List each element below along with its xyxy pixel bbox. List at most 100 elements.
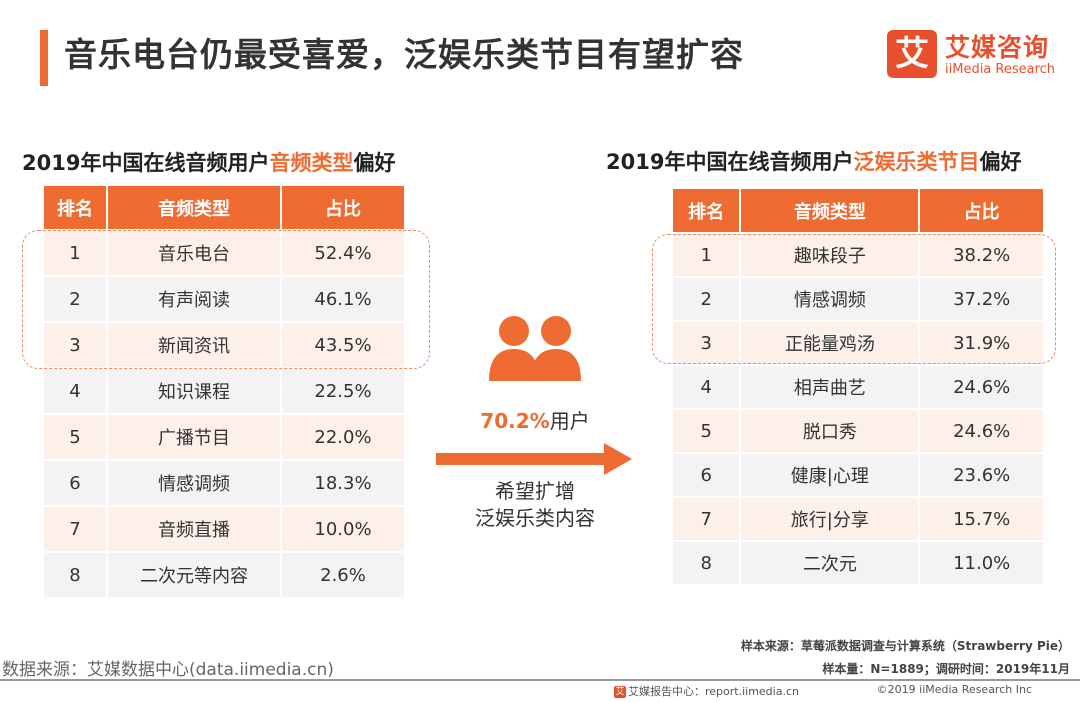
rank-cell: 6 (44, 461, 106, 505)
share-cell: 11.0% (920, 542, 1043, 584)
table-row: 1 音乐电台 52.4% (44, 231, 404, 275)
copyright: ©2019 iiMedia Research Inc (876, 683, 1032, 696)
share-cell: 52.4% (282, 231, 404, 275)
column-header: 占比 (282, 186, 404, 229)
type-cell: 健康|心理 (741, 454, 919, 496)
share-cell: 18.3% (282, 461, 404, 505)
table-row: 3 新闻资讯 43.5% (44, 323, 404, 367)
rank-cell: 2 (44, 277, 106, 321)
report-center-text: 艾媒报告中心：report.iimedia.cn (628, 685, 799, 698)
type-cell: 广播节目 (108, 415, 280, 459)
type-cell: 趣味段子 (741, 234, 919, 276)
left-top3-highlight-box (22, 230, 430, 369)
table-row: 5 广播节目 22.0% (44, 415, 404, 459)
type-cell: 情感调频 (108, 461, 280, 505)
type-cell: 正能量鸡汤 (741, 322, 919, 364)
rank-cell: 8 (44, 553, 106, 597)
share-cell: 38.2% (920, 234, 1043, 276)
type-cell: 脱口秀 (741, 410, 919, 452)
table-row: 7 旅行|分享 15.7% (673, 498, 1043, 540)
column-header: 音频类型 (108, 186, 280, 229)
right-arrow-icon (436, 443, 632, 475)
share-cell: 15.7% (920, 498, 1043, 540)
table-row: 6 健康|心理 23.6% (673, 454, 1043, 496)
share-cell: 22.0% (282, 415, 404, 459)
type-cell: 音乐电台 (108, 231, 280, 275)
rank-cell: 1 (673, 234, 740, 276)
right-title-highlight: 泛娱乐类节目 (853, 150, 980, 174)
column-header: 占比 (920, 189, 1043, 232)
share-cell: 23.6% (920, 454, 1043, 496)
type-cell: 知识课程 (108, 369, 280, 413)
entertainment-program-table: 排名 音频类型 占比 1 趣味段子 38.2% 2 情感调频 37.2% 3 正能量鸡汤 31.… (671, 187, 1045, 586)
column-header: 排名 (673, 189, 740, 232)
rank-cell: 7 (44, 507, 106, 551)
mini-logo-icon: 艾 (614, 686, 626, 698)
type-cell: 情感调频 (741, 278, 919, 320)
table-row: 6 情感调频 18.3% (44, 461, 404, 505)
table-row: 1 趣味段子 38.2% (673, 234, 1043, 276)
type-cell: 音频直播 (108, 507, 280, 551)
table-header-row: 排名 音频类型 占比 (673, 189, 1043, 232)
left-title-highlight: 音频类型 (269, 151, 354, 175)
type-cell: 二次元等内容 (108, 553, 280, 597)
users-icon (489, 316, 581, 381)
share-cell: 2.6% (282, 553, 404, 597)
left-table-title: 2019年中国在线音频用户音频类型偏好 (22, 147, 395, 177)
type-cell: 有声阅读 (108, 277, 280, 321)
left-title-suffix: 偏好 (353, 151, 396, 175)
table-header-row: 排名 音频类型 占比 (44, 186, 404, 229)
type-cell: 旅行|分享 (741, 498, 919, 540)
sample-source: 样本来源：草莓派数据调查与计算系统（Strawberry Pie） (740, 639, 1070, 653)
rank-cell: 5 (44, 415, 106, 459)
right-top3-highlight-box (652, 234, 1056, 364)
report-center: 艾艾媒报告中心：report.iimedia.cn (614, 683, 799, 699)
table-row: 4 相声曲艺 24.6% (673, 366, 1043, 408)
type-cell: 相声曲艺 (741, 366, 919, 408)
table-row: 7 音频直播 10.0% (44, 507, 404, 551)
rank-cell: 7 (673, 498, 740, 540)
user-percent-label: 70.2%用户 (420, 405, 650, 434)
rank-cell: 3 (44, 323, 106, 367)
rank-cell: 4 (673, 366, 740, 408)
logo-chinese-name: 艾媒咨询 (945, 33, 1050, 62)
share-cell: 46.1% (282, 277, 404, 321)
rank-cell: 6 (673, 454, 740, 496)
iimedia-logo: 艾 艾媒咨询 iiMedia Research (887, 28, 1067, 84)
right-title-suffix: 偏好 (979, 150, 1022, 174)
right-title-prefix: 2019年中国在线音频用户 (606, 150, 854, 174)
share-cell: 37.2% (920, 278, 1043, 320)
left-title-prefix: 2019年中国在线音频用户 (22, 151, 270, 175)
column-header: 音频类型 (741, 189, 919, 232)
audio-type-table: 排名 音频类型 占比 1 音乐电台 52.4% 2 有声阅读 46.1% 3 新闻资讯 43.5… (42, 184, 406, 599)
rank-cell: 8 (673, 542, 740, 584)
table-row: 2 有声阅读 46.1% (44, 277, 404, 321)
expand-note-line1: 希望扩增 (495, 479, 575, 503)
share-cell: 24.6% (920, 366, 1043, 408)
rank-cell: 2 (673, 278, 740, 320)
share-cell: 22.5% (282, 369, 404, 413)
logo-english-name: iiMedia Research (945, 62, 1056, 77)
footer-divider (0, 679, 1080, 681)
logo-mark-icon: 艾 (887, 30, 937, 78)
type-cell: 新闻资讯 (108, 323, 280, 367)
table-row: 8 二次元 11.0% (673, 542, 1043, 584)
middle-callout: 70.2%用户 希望扩增 泛娱乐类内容 (420, 300, 650, 540)
share-cell: 24.6% (920, 410, 1043, 452)
table-row: 8 二次元等内容 2.6% (44, 553, 404, 597)
share-cell: 10.0% (282, 507, 404, 551)
expand-note-line2: 泛娱乐类内容 (475, 506, 595, 530)
expand-note: 希望扩增 泛娱乐类内容 (420, 478, 650, 532)
title-accent-bar (40, 30, 48, 86)
sample-size: 样本量：N=1889；调研时间：2019年11月 (822, 662, 1070, 676)
data-source: 数据来源：艾媒数据中心(data.iimedia.cn) (2, 660, 334, 680)
rank-cell: 5 (673, 410, 740, 452)
type-cell: 二次元 (741, 542, 919, 584)
table-row: 3 正能量鸡汤 31.9% (673, 322, 1043, 364)
column-header: 排名 (44, 186, 106, 229)
rank-cell: 1 (44, 231, 106, 275)
share-cell: 43.5% (282, 323, 404, 367)
right-table-title: 2019年中国在线音频用户泛娱乐类节目偏好 (606, 146, 1021, 176)
rank-cell: 4 (44, 369, 106, 413)
share-cell: 31.9% (920, 322, 1043, 364)
